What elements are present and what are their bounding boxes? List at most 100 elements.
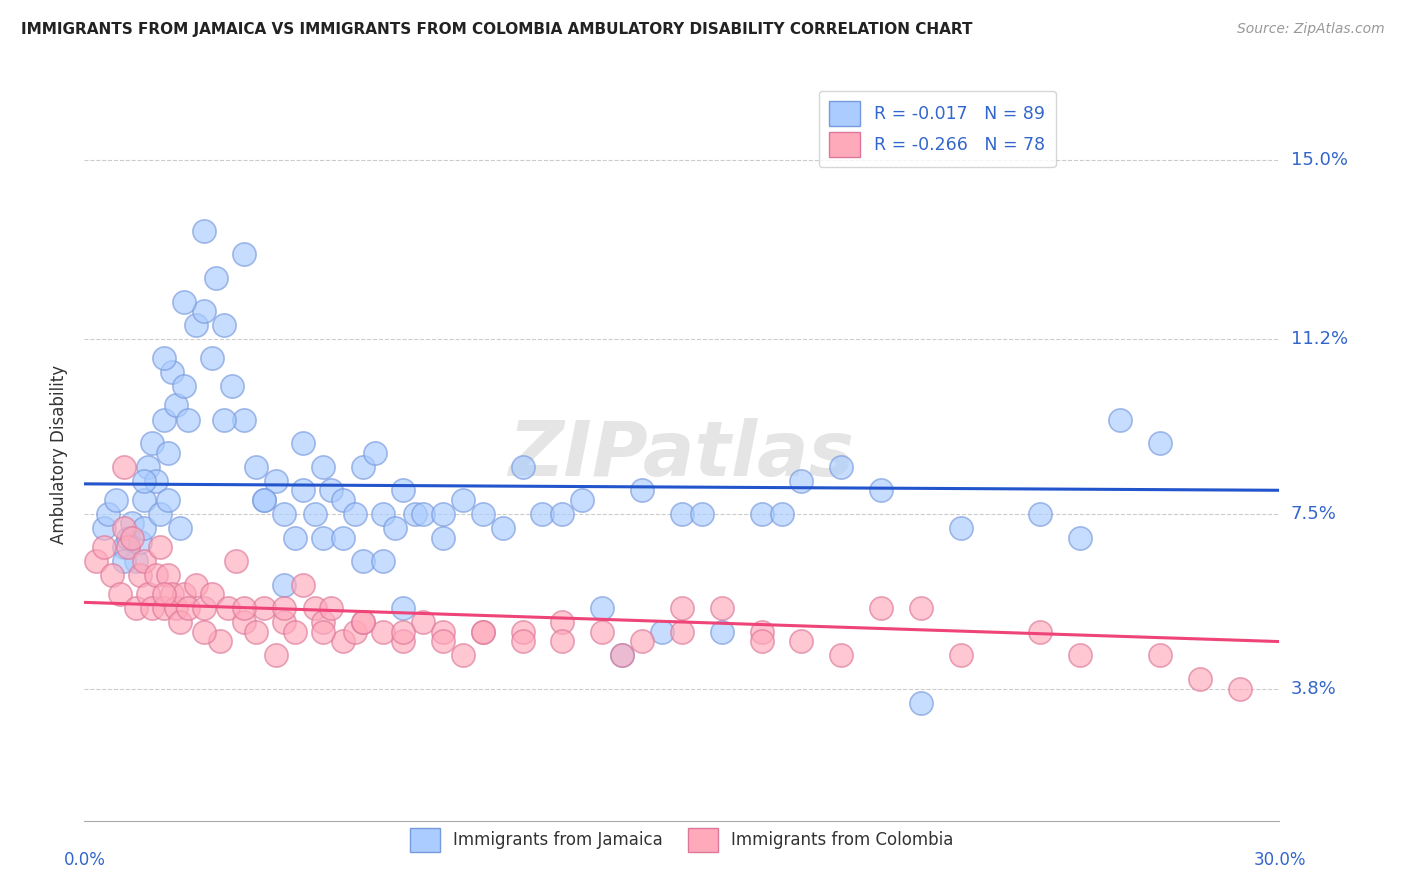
Point [332,492,354,507]
Point [870,601,893,615]
Text: 11.2%: 11.2% [1291,330,1348,348]
Point [392,483,415,498]
Point [591,624,613,639]
Point [690,507,713,521]
Point [631,483,654,498]
Point [193,601,215,615]
Point [284,531,307,545]
Point [531,507,554,521]
Point [364,445,387,459]
Point [232,412,254,426]
Point [157,445,180,459]
Point [870,483,893,498]
Point [751,507,773,521]
Point [432,507,454,521]
Point [412,615,434,630]
Point [1149,436,1171,450]
Point [112,459,135,474]
Point [404,507,426,521]
Point [412,507,434,521]
Point [245,624,267,639]
Point [273,577,295,591]
Point [136,587,159,601]
Point [292,436,315,450]
Point [321,483,343,498]
Point [253,601,276,615]
Point [471,507,494,521]
Point [173,294,195,309]
Point [177,412,200,426]
Point [910,601,932,615]
Point [264,648,287,663]
Point [352,554,374,568]
Point [332,531,354,545]
Point [344,507,367,521]
Point [165,601,187,615]
Point [1069,531,1091,545]
Point [221,379,243,393]
Point [217,601,239,615]
Point [273,507,295,521]
Point [671,507,693,521]
Point [770,507,793,521]
Point [651,624,673,639]
Text: IMMIGRANTS FROM JAMAICA VS IMMIGRANTS FROM COLOMBIA AMBULATORY DISABILITY CORREL: IMMIGRANTS FROM JAMAICA VS IMMIGRANTS FR… [21,22,973,37]
Point [292,483,315,498]
Text: Source: ZipAtlas.com: Source: ZipAtlas.com [1237,22,1385,37]
Point [245,459,267,474]
Point [225,554,247,568]
Point [173,587,195,601]
Point [273,615,295,630]
Point [129,535,152,549]
Point [132,554,156,568]
Text: 7.5%: 7.5% [1291,505,1337,523]
Point [132,492,156,507]
Point [193,624,215,639]
Point [201,351,224,366]
Point [129,568,152,582]
Point [304,507,326,521]
Point [710,601,733,615]
Point [352,615,374,630]
Point [512,624,534,639]
Point [112,554,135,568]
Point [141,436,163,450]
Point [571,492,593,507]
Point [432,634,454,648]
Point [117,540,139,554]
Point [1029,624,1052,639]
Point [160,587,183,601]
Y-axis label: Ambulatory Disability: Ambulatory Disability [51,366,69,544]
Point [321,601,343,615]
Point [790,634,813,648]
Point [264,474,287,488]
Point [591,601,613,615]
Point [177,601,200,615]
Point [165,398,187,412]
Point [790,474,813,488]
Point [432,531,454,545]
Point [373,507,395,521]
Point [173,379,195,393]
Text: 30.0%: 30.0% [1253,851,1306,869]
Point [136,459,159,474]
Point [205,271,228,285]
Point [292,577,315,591]
Point [105,492,128,507]
Point [312,624,335,639]
Point [492,521,515,535]
Point [830,648,852,663]
Point [332,634,354,648]
Point [153,412,176,426]
Point [612,648,634,663]
Text: ZIPatlas: ZIPatlas [509,418,855,491]
Point [392,601,415,615]
Point [432,624,454,639]
Point [512,459,534,474]
Point [157,568,180,582]
Point [97,507,120,521]
Point [451,648,474,663]
Point [1109,412,1132,426]
Point [551,634,574,648]
Point [551,615,574,630]
